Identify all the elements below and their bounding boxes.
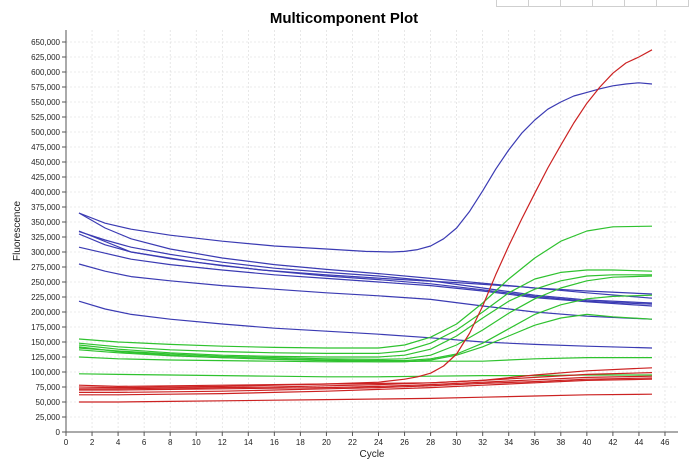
series-line-12 — [78, 275, 653, 360]
x-tick-label: 4 — [116, 438, 121, 447]
series-line-23 — [78, 367, 653, 387]
x-tick-label: 8 — [168, 438, 173, 447]
series-line-16 — [78, 373, 652, 378]
y-tick-label: 450,000 — [31, 158, 60, 167]
y-tick-label: 50,000 — [36, 398, 61, 407]
y-tick-label: 600,000 — [31, 68, 60, 77]
x-axis-label: Cycle — [359, 449, 384, 460]
y-tick-label: 250,000 — [31, 278, 60, 287]
x-tick-label: 42 — [608, 438, 617, 447]
x-tick-label: 22 — [348, 438, 357, 447]
series-line-14 — [78, 313, 653, 363]
series-line-7 — [78, 300, 653, 349]
y-tick-label: 300,000 — [31, 248, 60, 257]
y-tick-label: 375,000 — [31, 203, 60, 212]
y-tick-label: 25,000 — [36, 413, 61, 422]
x-tick-label: 46 — [661, 438, 670, 447]
series-line-21 — [79, 378, 653, 396]
x-tick-label: 2 — [90, 438, 95, 447]
y-axis-ticks: 0 25,000 50,000 75,000 100,000 125,000 150,000… — [31, 38, 66, 437]
x-tick-label: 20 — [322, 438, 331, 447]
y-tick-label: 150,000 — [31, 338, 60, 347]
y-tick-label: 325,000 — [31, 233, 60, 242]
y-tick-label: 500,000 — [31, 128, 60, 137]
x-tick-label: 34 — [504, 438, 513, 447]
corner-table — [496, 0, 689, 7]
grid — [65, 30, 678, 433]
x-tick-label: 32 — [478, 438, 487, 447]
x-tick-label: 28 — [426, 438, 435, 447]
series-line-11 — [78, 274, 652, 358]
x-tick-label: 36 — [530, 438, 539, 447]
series-line-9 — [78, 225, 653, 349]
y-axis-label: Fluorescence — [12, 201, 23, 261]
x-tick-label: 24 — [374, 438, 383, 447]
y-tick-label: 100,000 — [31, 368, 60, 377]
y-tick-label: 225,000 — [31, 293, 60, 302]
x-tick-label: 14 — [244, 438, 253, 447]
series-group — [78, 49, 653, 403]
y-tick-label: 175,000 — [31, 323, 60, 332]
y-tick-label: 0 — [56, 428, 61, 437]
series-line-6 — [78, 263, 653, 320]
x-tick-label: 10 — [192, 438, 201, 447]
y-tick-label: 275,000 — [31, 263, 60, 272]
y-tick-label: 475,000 — [31, 143, 60, 152]
series-line-4 — [78, 233, 653, 305]
y-tick-label: 200,000 — [31, 308, 60, 317]
y-tick-label: 350,000 — [31, 218, 60, 227]
series-line-17 — [78, 49, 653, 389]
y-tick-label: 550,000 — [31, 98, 60, 107]
x-axis-ticks: 0 2 4 6 8 10 12 14 16 18 20 22 24 26 28 30 32 34 36 38 40 42 4… — [64, 432, 670, 447]
y-tick-label: 425,000 — [31, 173, 60, 182]
x-tick-label: 26 — [400, 438, 409, 447]
series-line-15 — [78, 356, 652, 363]
series-line-1 — [78, 82, 653, 253]
series-line-3 — [78, 231, 653, 304]
y-tick-label: 125,000 — [31, 353, 60, 362]
chart-title: Multicomponent Plot — [270, 10, 418, 27]
series-line-8 — [78, 230, 653, 299]
y-tick-label: 625,000 — [31, 53, 60, 62]
x-tick-label: 30 — [452, 438, 461, 447]
y-tick-label: 525,000 — [31, 113, 60, 122]
x-tick-label: 16 — [270, 438, 279, 447]
series-line-10 — [78, 269, 653, 354]
x-tick-label: 44 — [634, 438, 643, 447]
series-line-18 — [79, 372, 653, 390]
x-tick-label: 12 — [218, 438, 227, 447]
y-tick-label: 650,000 — [31, 38, 60, 47]
series-line-22 — [79, 393, 653, 403]
series-line-13 — [78, 294, 653, 362]
y-tick-label: 75,000 — [36, 383, 61, 392]
series-line-20 — [79, 377, 653, 393]
x-tick-label: 38 — [556, 438, 565, 447]
x-tick-label: 18 — [296, 438, 305, 447]
series-line-19 — [79, 375, 653, 391]
corner-table-cell — [656, 0, 689, 7]
axes — [65, 30, 678, 433]
y-tick-label: 575,000 — [31, 83, 60, 92]
y-tick-label: 400,000 — [31, 188, 60, 197]
x-tick-label: 40 — [582, 438, 591, 447]
series-line-5 — [78, 246, 653, 307]
x-tick-label: 0 — [64, 438, 69, 447]
x-tick-label: 6 — [142, 438, 147, 447]
